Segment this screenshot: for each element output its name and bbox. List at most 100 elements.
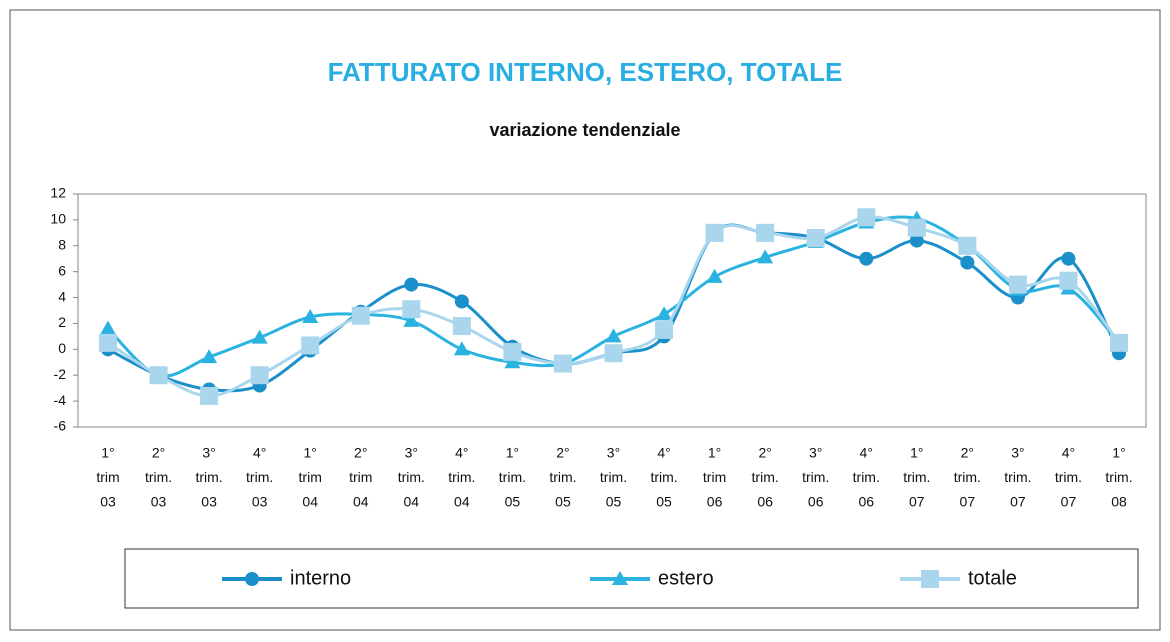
x-tick-label: trim. xyxy=(954,469,981,485)
point xyxy=(504,354,521,369)
x-tick-label: 06 xyxy=(707,494,723,510)
point xyxy=(1061,251,1076,266)
x-tick-label: 1° xyxy=(506,445,519,461)
point xyxy=(245,572,259,586)
point xyxy=(1008,275,1027,294)
x-tick-label: 2° xyxy=(152,445,165,461)
x-tick-label: 07 xyxy=(1061,494,1077,510)
x-tick-label: 2° xyxy=(556,445,569,461)
point xyxy=(403,312,420,327)
x-tick-label: 1° xyxy=(708,445,721,461)
point xyxy=(302,308,319,323)
point xyxy=(99,333,117,352)
x-tick-label: trim. xyxy=(499,469,526,485)
x-tick-label: trim. xyxy=(398,469,425,485)
point xyxy=(604,344,623,363)
x-tick-label: 07 xyxy=(1010,494,1026,510)
x-tick-label: trim xyxy=(349,469,372,485)
point xyxy=(553,354,572,373)
x-tick-label: 1° xyxy=(910,445,923,461)
x-tick-label: 4° xyxy=(253,445,266,461)
x-tick-label: 05 xyxy=(606,494,622,510)
x-tick-label: 05 xyxy=(505,494,521,510)
y-tick-label: 10 xyxy=(50,211,66,227)
x-tick-label: trim. xyxy=(195,469,222,485)
x-tick-label: trim. xyxy=(1004,469,1031,485)
legend-label: interno xyxy=(290,567,351,589)
point xyxy=(351,306,370,325)
point xyxy=(960,255,975,270)
point xyxy=(859,251,874,266)
x-tick-label: 1° xyxy=(101,445,114,461)
x-tick-label: 2° xyxy=(961,445,974,461)
legend-label: totale xyxy=(968,567,1017,589)
x-tick-label: trim xyxy=(299,469,322,485)
x-tick-label: 03 xyxy=(100,494,116,510)
x-tick-label: 4° xyxy=(860,445,873,461)
x-tick-label: trim. xyxy=(549,469,576,485)
x-tick-label: trim xyxy=(703,469,726,485)
point xyxy=(612,571,628,585)
x-tick-label: 3° xyxy=(202,445,215,461)
x-tick-label: 4° xyxy=(1062,445,1075,461)
point xyxy=(706,268,723,283)
y-tick-label: 12 xyxy=(50,185,66,201)
point xyxy=(1059,271,1078,290)
point xyxy=(404,277,419,292)
point xyxy=(1110,333,1128,352)
x-tick-label: 3° xyxy=(607,445,620,461)
x-tick-label: 04 xyxy=(404,494,420,510)
x-tick-label: 03 xyxy=(151,494,167,510)
point xyxy=(921,570,939,588)
x-tick-label: 06 xyxy=(858,494,874,510)
point xyxy=(250,366,269,385)
chart-title: FATTURATO INTERNO, ESTERO, TOTALE xyxy=(328,57,843,87)
x-tick-label: trim. xyxy=(903,469,930,485)
point xyxy=(454,294,469,309)
x-tick-label: trim. xyxy=(246,469,273,485)
point xyxy=(656,306,673,321)
point xyxy=(452,317,471,336)
point xyxy=(909,233,924,248)
x-tick-label: trim. xyxy=(752,469,779,485)
x-tick-label: 07 xyxy=(909,494,925,510)
y-tick-label: 8 xyxy=(58,236,66,252)
x-tick-label: 3° xyxy=(405,445,418,461)
y-tick-label: -6 xyxy=(54,418,67,434)
point xyxy=(402,300,421,319)
x-tick-label: 4° xyxy=(455,445,468,461)
frame xyxy=(9,9,1161,631)
x-tick-label: trim. xyxy=(853,469,880,485)
x-tick-label: trim. xyxy=(145,469,172,485)
point xyxy=(756,223,775,242)
x-tick-label: 3° xyxy=(809,445,822,461)
y-tick-label: 6 xyxy=(58,262,66,278)
point xyxy=(200,386,219,405)
point xyxy=(201,349,218,364)
point xyxy=(453,341,470,356)
x-tick-label: 06 xyxy=(757,494,773,510)
point xyxy=(705,223,724,242)
x-tick-label: 03 xyxy=(252,494,268,510)
x-tick-label: 4° xyxy=(657,445,670,461)
legend-label: estero xyxy=(658,567,714,589)
point xyxy=(100,320,116,335)
y-tick-label: 4 xyxy=(58,288,66,304)
x-tick-label: 1° xyxy=(304,445,317,461)
chart-subtitle: variazione tendenziale xyxy=(489,120,680,140)
y-tick-label: -4 xyxy=(54,392,67,408)
point xyxy=(757,249,774,264)
x-tick-label: trim. xyxy=(600,469,627,485)
point xyxy=(605,328,622,343)
plot-area xyxy=(77,193,1147,428)
x-tick-label: 06 xyxy=(808,494,824,510)
point xyxy=(806,229,825,248)
x-tick-label: 3° xyxy=(1011,445,1024,461)
x-tick-label: 04 xyxy=(302,494,318,510)
x-tick-label: trim. xyxy=(802,469,829,485)
point xyxy=(503,342,522,361)
x-tick-label: 2° xyxy=(758,445,771,461)
legend xyxy=(124,548,1139,609)
x-tick-label: 07 xyxy=(960,494,976,510)
x-tick-label: 04 xyxy=(353,494,369,510)
